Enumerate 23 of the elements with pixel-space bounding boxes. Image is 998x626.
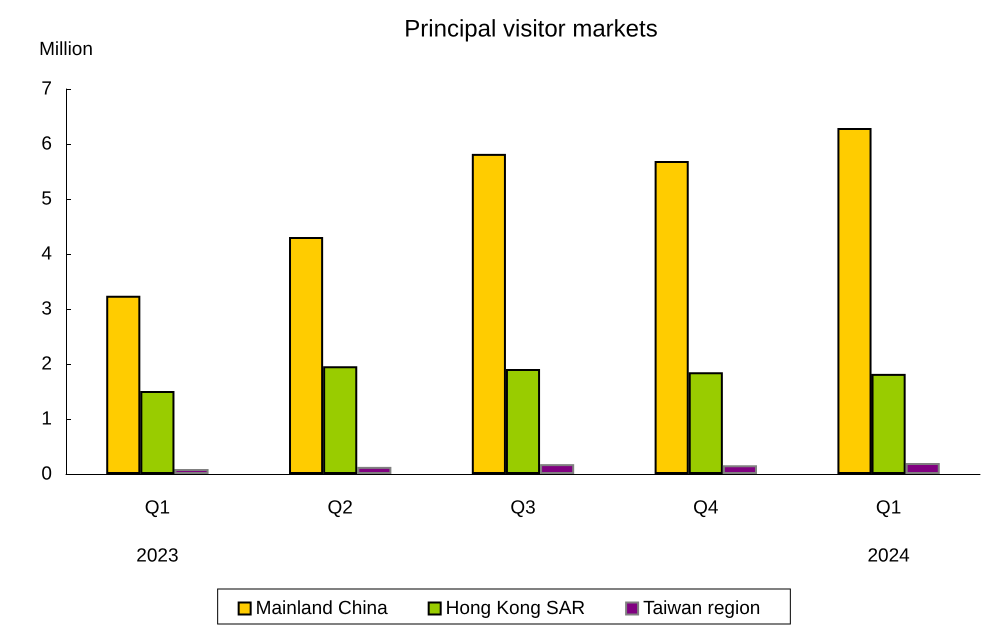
- legend-label: Mainland China: [256, 598, 388, 619]
- y-tick-label: 4: [41, 244, 52, 264]
- x-tick-label: Q4: [693, 498, 719, 518]
- y-tick-label: 0: [41, 464, 52, 484]
- x-tick-label: Q3: [510, 498, 536, 518]
- bar: [174, 469, 209, 474]
- bar: [722, 465, 757, 474]
- y-tick-label: 6: [41, 134, 52, 154]
- legend-label: Taiwan region: [643, 598, 760, 619]
- bar: [357, 466, 392, 474]
- x-tick-label: Q2: [328, 498, 353, 518]
- category-label: Q1 2023: [136, 498, 179, 566]
- y-tick-label: 7: [41, 78, 52, 100]
- legend-label: Hong Kong SAR: [446, 598, 586, 619]
- bar: [906, 463, 940, 474]
- bar: [540, 464, 574, 474]
- chart-title: Principal visitor markets: [404, 16, 658, 42]
- y-tick-label: 1: [41, 408, 52, 430]
- category-label: Q1 2024: [867, 498, 910, 566]
- y-tick-label: 5: [41, 188, 52, 210]
- y-axis-title: Million: [39, 39, 93, 60]
- y-tick-label: 2: [41, 354, 52, 374]
- y-tick-label: 3: [41, 298, 52, 320]
